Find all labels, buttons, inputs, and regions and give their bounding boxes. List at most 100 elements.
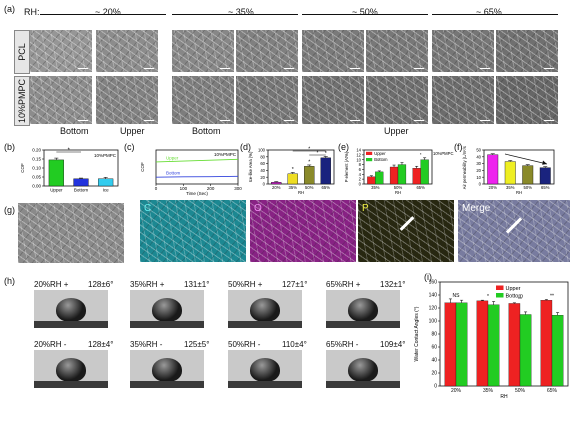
bar <box>519 314 532 387</box>
droplet-icon <box>348 358 378 382</box>
substrate <box>34 321 108 328</box>
x-tick-label: 35% <box>483 388 494 394</box>
x-tick-label: 35% <box>371 185 380 190</box>
x-tick-label: 20% <box>272 185 281 190</box>
y-tick-label: 10 <box>476 175 481 180</box>
droplet-icon <box>152 298 182 322</box>
y-axis-label: Air permeability (L/m²/s) <box>462 146 467 189</box>
sem-image <box>432 76 494 124</box>
arrow-head-icon <box>542 160 547 165</box>
panel-label-b: (b) <box>4 142 15 152</box>
y-tick-label: 0 <box>434 384 437 390</box>
x-tick-label: 35% <box>506 185 515 190</box>
scale-bar <box>414 67 424 69</box>
bar <box>287 173 298 185</box>
significance-label: * <box>308 147 310 153</box>
bar <box>98 178 114 187</box>
eds-sem-image <box>18 203 124 263</box>
rh-bracket-20 <box>40 14 166 15</box>
panel-label-d: (d) <box>240 142 251 152</box>
y-tick-label: 0.15 <box>32 157 41 162</box>
contact-angle-value: 110±4° <box>282 340 307 349</box>
bar <box>455 302 468 387</box>
y-tick-label: 160 <box>429 280 438 286</box>
y-tick-label: 80 <box>260 154 265 159</box>
bar <box>367 176 376 185</box>
y-tick-label: 0 <box>479 182 482 187</box>
chart-annotation: 10%PMPC <box>214 152 237 157</box>
bar <box>476 300 489 387</box>
significance-label: * <box>487 294 489 300</box>
water-droplet-image <box>228 350 302 388</box>
legend-label: Upper <box>374 151 386 156</box>
substrate <box>130 381 204 388</box>
panel-label-f: (f) <box>454 142 463 152</box>
bar <box>320 157 331 185</box>
legend-label: Upper <box>506 286 521 292</box>
sem-image <box>96 30 158 72</box>
contact-angle-value: 125±5° <box>184 340 210 349</box>
sem-image <box>236 30 298 72</box>
x-tick-label: 65% <box>547 388 558 394</box>
eds-label-p: P <box>362 203 369 214</box>
rh-group-65: ~ 65% <box>476 7 502 17</box>
y-tick-label: 12 <box>356 152 361 157</box>
bar <box>504 161 516 185</box>
legend-swatch <box>496 285 504 290</box>
scale-bar <box>284 119 294 121</box>
bar <box>420 159 429 185</box>
legend-swatch <box>366 158 373 162</box>
contact-angle-label: 50%RH + <box>228 280 263 289</box>
droplet-icon <box>152 358 182 382</box>
contact-angle-value: 128±6° <box>88 280 114 289</box>
trend-arrow-icon <box>504 153 548 165</box>
x-axis-label: RH <box>298 190 304 195</box>
y-axis-label: COF <box>20 163 25 173</box>
sem-image <box>366 76 428 124</box>
rh-bracket-35 <box>172 14 298 15</box>
series-label: Bottom <box>166 171 181 176</box>
water-droplet-image <box>34 290 108 328</box>
significance-label: * <box>325 151 327 157</box>
legend-label: Bottom <box>374 157 388 162</box>
row-label-pcl: PCL <box>14 30 30 74</box>
bar <box>304 166 315 185</box>
legend-label: Bottom <box>506 294 524 300</box>
y-tick-label: 4 <box>359 172 362 177</box>
droplet-icon <box>348 298 378 322</box>
y-tick-label: 30 <box>476 161 481 166</box>
sem-image <box>496 76 558 124</box>
panel-label-a: (a) <box>4 4 15 14</box>
water-droplet-image <box>326 290 400 328</box>
y-tick-label: 40 <box>260 168 265 173</box>
water-droplet-image <box>130 290 204 328</box>
eds-label-c: C <box>144 203 152 214</box>
sem-image <box>172 30 234 72</box>
bar <box>412 168 421 185</box>
x-tick-label: 50% <box>394 185 403 190</box>
y-tick-label: 50 <box>476 148 481 153</box>
x-axis-label: RH <box>395 190 401 195</box>
eds-label-o: O <box>254 203 262 214</box>
sem-image <box>172 76 234 124</box>
series-line <box>155 175 239 178</box>
significance-label: * <box>420 152 422 157</box>
significance-label: * <box>292 167 294 173</box>
sem-image <box>302 30 364 72</box>
y-tick-label: 120 <box>429 306 438 312</box>
y-tick-label: 60 <box>260 161 265 166</box>
scale-bar <box>284 67 294 69</box>
x-tick-label: 100 <box>180 186 188 191</box>
significance-label: * <box>68 148 71 154</box>
y-tick-label: 20 <box>431 371 437 377</box>
y-axis-label: Ice-like Area (%) <box>248 151 253 182</box>
rh-group-20: ~ 20% <box>95 7 121 17</box>
significance-label: * <box>308 159 310 165</box>
x-tick-label: 65% <box>416 185 425 190</box>
x-tick-label: 35% <box>289 185 298 190</box>
rh-axis-label: RH: <box>24 7 40 17</box>
chart-annotation: 10%PMPC <box>94 153 117 158</box>
bar <box>389 166 399 185</box>
